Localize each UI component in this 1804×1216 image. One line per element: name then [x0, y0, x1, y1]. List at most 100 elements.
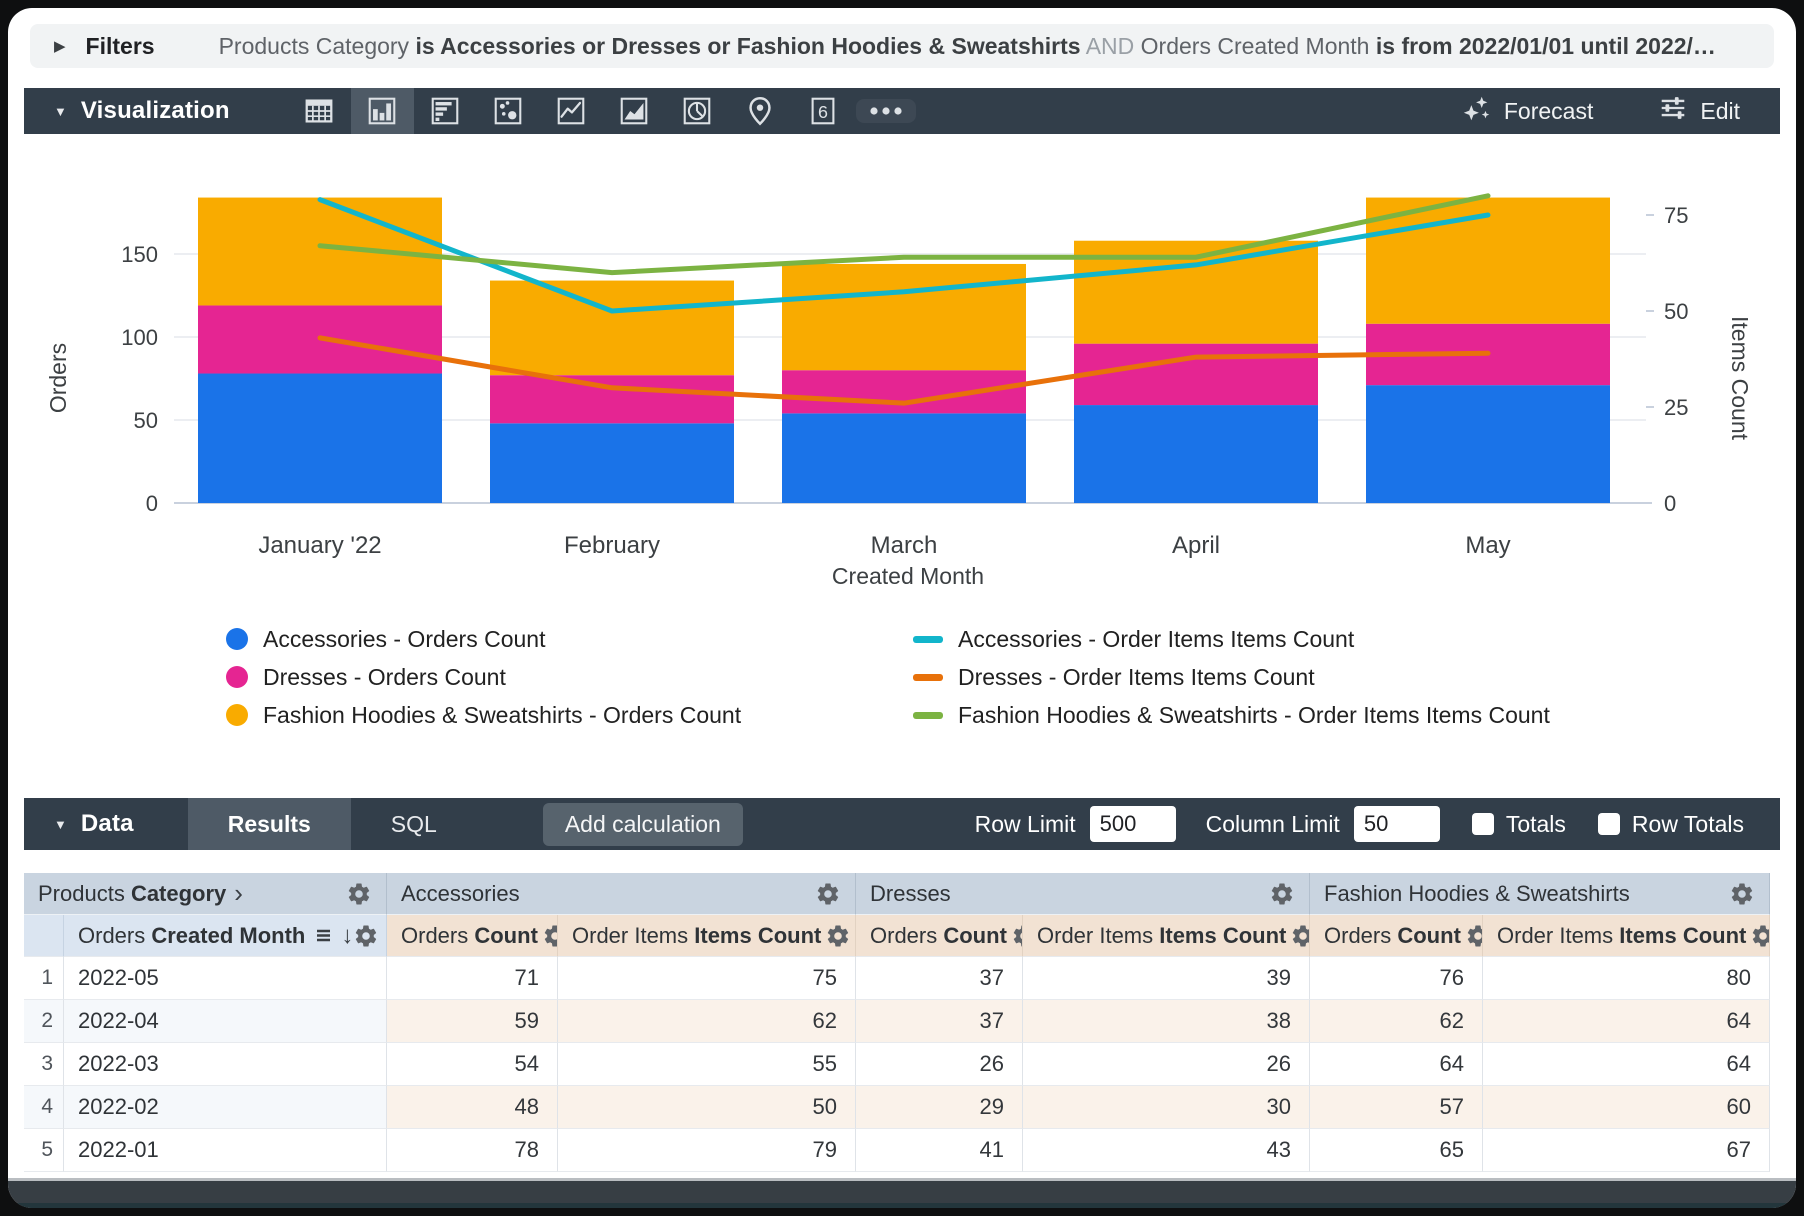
- viz-type-pie-chart-icon[interactable]: [666, 88, 729, 134]
- trend-line[interactable]: [317, 335, 1491, 406]
- row-totals-checkbox[interactable]: [1597, 813, 1620, 835]
- header-measure[interactable]: Orders Count: [387, 915, 558, 957]
- cell-measure-value[interactable]: 59: [387, 1000, 558, 1043]
- bar-segment[interactable]: [782, 263, 1026, 371]
- column-gear-icon[interactable]: [1290, 923, 1309, 949]
- column-gear-icon[interactable]: [815, 881, 841, 907]
- cell-created-month[interactable]: 2022-04: [64, 1000, 387, 1043]
- cell-measure-value[interactable]: 55: [558, 1043, 856, 1086]
- tab-sql[interactable]: SQL: [390, 810, 437, 837]
- bar-segment[interactable]: [490, 280, 734, 376]
- viz-type-table-icon[interactable]: [288, 88, 351, 134]
- header-products-category[interactable]: Products Category ›: [24, 873, 387, 915]
- filters-expand-caret-icon[interactable]: ▶: [54, 38, 66, 55]
- viz-type-map-icon[interactable]: [729, 88, 792, 134]
- cell-measure-value[interactable]: 26: [856, 1043, 1023, 1086]
- column-gear-icon[interactable]: [1729, 881, 1755, 907]
- visualization-collapse-caret-icon[interactable]: ▼: [54, 103, 67, 119]
- viz-type-area-chart-icon[interactable]: [603, 88, 666, 134]
- header-measure[interactable]: Orders Count: [856, 915, 1023, 957]
- viz-type-more-options-button[interactable]: [855, 88, 918, 134]
- legend-item[interactable]: Fashion Hoodies & Sweatshirts - Orders C…: [226, 696, 913, 734]
- cell-measure-value[interactable]: 38: [1023, 1000, 1310, 1043]
- bar-segment[interactable]: [1074, 405, 1318, 503]
- trend-line[interactable]: [317, 197, 1491, 314]
- bar-segment[interactable]: [782, 413, 1026, 503]
- bar-segment[interactable]: [1366, 385, 1610, 503]
- forecast-button[interactable]: Forecast: [1461, 92, 1593, 130]
- cell-measure-value[interactable]: 64: [1310, 1043, 1483, 1086]
- cell-measure-value[interactable]: 26: [1023, 1043, 1310, 1086]
- cell-measure-value[interactable]: 57: [1310, 1086, 1483, 1129]
- totals-checkbox[interactable]: [1471, 813, 1494, 835]
- cell-measure-value[interactable]: 64: [1483, 1000, 1770, 1043]
- cell-created-month[interactable]: 2022-01: [64, 1129, 387, 1172]
- trend-line[interactable]: [317, 193, 1491, 276]
- header-group-fashion-hoodies-sweatshirts[interactable]: Fashion Hoodies & Sweatshirts: [1310, 873, 1770, 915]
- column-gear-icon[interactable]: [1269, 881, 1295, 907]
- cell-measure-value[interactable]: 48: [387, 1086, 558, 1129]
- column-gear-icon[interactable]: [1465, 923, 1482, 949]
- bar-segment[interactable]: [1074, 343, 1318, 406]
- cell-created-month[interactable]: 2022-03: [64, 1043, 387, 1086]
- horizontal-scrollbar-track[interactable]: [8, 1178, 1796, 1208]
- cell-measure-value[interactable]: 39: [1023, 957, 1310, 1000]
- cell-measure-value[interactable]: 65: [1310, 1129, 1483, 1172]
- cell-measure-value[interactable]: 29: [856, 1086, 1023, 1129]
- cell-measure-value[interactable]: 37: [856, 1000, 1023, 1043]
- cell-measure-value[interactable]: 76: [1310, 957, 1483, 1000]
- viz-type-column-chart-icon[interactable]: [350, 88, 414, 134]
- viz-type-single-value-icon[interactable]: 6: [792, 88, 855, 134]
- header-measure[interactable]: Order Items Items Count: [1023, 915, 1310, 957]
- cell-measure-value[interactable]: 60: [1483, 1086, 1770, 1129]
- cell-measure-value[interactable]: 75: [558, 957, 856, 1000]
- edit-button[interactable]: Edit: [1657, 92, 1740, 130]
- cell-measure-value[interactable]: 43: [1023, 1129, 1310, 1172]
- viz-type-line-chart-icon[interactable]: [540, 88, 603, 134]
- tab-results[interactable]: Results: [187, 798, 351, 850]
- bar-segment[interactable]: [1366, 197, 1610, 324]
- cell-created-month[interactable]: 2022-05: [64, 957, 387, 1000]
- cell-measure-value[interactable]: 62: [558, 1000, 856, 1043]
- cell-measure-value[interactable]: 64: [1483, 1043, 1770, 1086]
- data-collapse-caret-icon[interactable]: ▼: [54, 816, 67, 832]
- viz-type-bar-chart-icon[interactable]: [414, 88, 477, 134]
- cell-measure-value[interactable]: 37: [856, 957, 1023, 1000]
- column-gear-icon[interactable]: [1011, 923, 1022, 949]
- column-limit-input[interactable]: [1353, 806, 1440, 842]
- legend-item[interactable]: Accessories - Orders Count: [226, 620, 913, 658]
- header-measure[interactable]: Order Items Items Count: [558, 915, 856, 957]
- legend-item[interactable]: Fashion Hoodies & Sweatshirts - Order It…: [913, 696, 1550, 734]
- cell-measure-value[interactable]: 30: [1023, 1086, 1310, 1129]
- header-group-accessories[interactable]: Accessories: [387, 873, 856, 915]
- cell-created-month[interactable]: 2022-02: [64, 1086, 387, 1129]
- column-gear-icon[interactable]: [346, 881, 372, 907]
- add-calculation-button[interactable]: Add calculation: [542, 802, 743, 846]
- column-gear-icon[interactable]: [353, 923, 379, 949]
- header-orders-created-month[interactable]: Orders Created Month ↓: [64, 915, 387, 957]
- cell-measure-value[interactable]: 67: [1483, 1129, 1770, 1172]
- viz-type-scatter-icon[interactable]: [477, 88, 540, 134]
- cell-measure-value[interactable]: 54: [387, 1043, 558, 1086]
- cell-measure-value[interactable]: 50: [558, 1086, 856, 1129]
- bar-segment[interactable]: [490, 423, 734, 503]
- legend-item[interactable]: Accessories - Order Items Items Count: [913, 620, 1550, 658]
- header-measure[interactable]: Order Items Items Count: [1483, 915, 1770, 957]
- legend-item[interactable]: Dresses - Order Items Items Count: [913, 658, 1550, 696]
- bar-segment[interactable]: [198, 373, 442, 503]
- column-gear-icon[interactable]: [1750, 923, 1769, 949]
- sort-desc-arrow-icon[interactable]: ↓: [341, 921, 354, 949]
- bar-segment[interactable]: [490, 375, 734, 424]
- cell-measure-value[interactable]: 62: [1310, 1000, 1483, 1043]
- cell-measure-value[interactable]: 41: [856, 1129, 1023, 1172]
- header-group-dresses[interactable]: Dresses: [856, 873, 1310, 915]
- cell-measure-value[interactable]: 80: [1483, 957, 1770, 1000]
- row-limit-input[interactable]: [1089, 806, 1176, 842]
- cell-measure-value[interactable]: 78: [387, 1129, 558, 1172]
- column-gear-icon[interactable]: [542, 923, 557, 949]
- legend-item[interactable]: Dresses - Orders Count: [226, 658, 913, 696]
- chevron-right-icon[interactable]: ›: [234, 878, 243, 908]
- column-gear-icon[interactable]: [825, 923, 851, 949]
- header-measure[interactable]: Orders Count: [1310, 915, 1483, 957]
- cell-measure-value[interactable]: 71: [387, 957, 558, 1000]
